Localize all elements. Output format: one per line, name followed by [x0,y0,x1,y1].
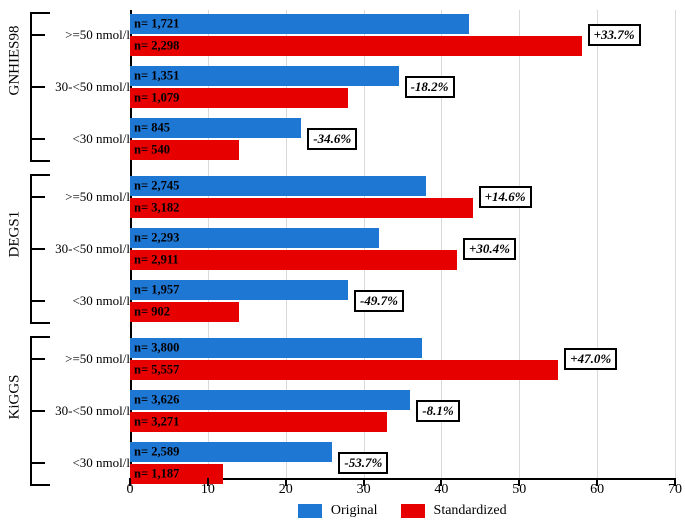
group-label: DEGS1 [7,238,24,258]
bar-original: n= 2,745 [130,176,426,196]
bar-n-label: n= 1,079 [134,91,179,106]
bar-original: n= 2,293 [130,228,379,248]
category-label: 30-<50 nmol/l [45,403,130,419]
legend-label-standardized: Standardized [434,503,507,518]
chart: n= 1,721 n= 2,298 +33.7% n= 1,351 n= 1,079 -1… [10,10,675,515]
group-bracket [30,336,50,486]
pct-change-box: +14.6% [479,186,532,208]
category-label: <30 nmol/l [45,131,130,147]
pct-change-box: -8.1% [416,400,459,422]
bar-n-label: n= 2,911 [134,253,179,268]
pct-change-box: +33.7% [588,24,641,46]
bar-original: n= 3,800 [130,338,422,358]
bar-original: n= 3,626 [130,390,410,410]
bar-original: n= 1,957 [130,280,348,300]
group-bracket [30,174,50,324]
legend: Original Standardized [130,503,675,519]
bar-n-label: n= 1,721 [134,17,179,32]
bar-n-label: n= 2,589 [134,445,179,460]
bar-n-label: n= 2,745 [134,179,179,194]
pct-change-box: +47.0% [564,348,617,370]
gridline [675,10,676,478]
bar-standardized: n= 3,271 [130,412,387,432]
xtick-label: 10 [201,482,215,498]
bar-n-label: n= 3,271 [134,415,179,430]
category-label: <30 nmol/l [45,455,130,471]
bar-n-label: n= 3,800 [134,341,179,356]
bar-n-label: n= 5,557 [134,363,179,378]
gridline [597,10,598,478]
pct-change-box: -18.2% [405,76,455,98]
bar-n-label: n= 845 [134,121,170,136]
pct-change-box: -49.7% [354,290,404,312]
legend-standardized: Standardized [401,503,507,519]
bar-n-label: n= 3,182 [134,201,179,216]
category-label: 30-<50 nmol/l [45,79,130,95]
bar-original: n= 2,589 [130,442,332,462]
bar-n-label: n= 2,293 [134,231,179,246]
xtick-label: 0 [127,482,134,498]
bar-standardized: n= 902 [130,302,239,322]
category-label: >=50 nmol/l [45,351,130,367]
plot-area: n= 1,721 n= 2,298 +33.7% n= 1,351 n= 1,079 -1… [130,10,675,480]
xtick-label: 30 [357,482,371,498]
bar-original: n= 1,721 [130,14,469,34]
bar-n-label: n= 1,351 [134,69,179,84]
bar-standardized: n= 5,557 [130,360,558,380]
xtick-label: 60 [590,482,604,498]
bar-n-label: n= 1,187 [134,467,179,482]
group-label: KiGGS [7,400,24,420]
bar-n-label: n= 902 [134,305,170,320]
bar-standardized: n= 540 [130,140,239,160]
bar-standardized: n= 2,298 [130,36,582,56]
xtick-label: 50 [512,482,526,498]
gridline [519,10,520,478]
group-bracket [30,12,50,162]
legend-label-original: Original [331,503,378,518]
bar-original: n= 1,351 [130,66,399,86]
category-label: >=50 nmol/l [45,189,130,205]
pct-change-box: -34.6% [307,128,357,150]
bar-standardized: n= 3,182 [130,198,473,218]
legend-swatch-standardized [401,504,425,518]
bar-n-label: n= 1,957 [134,283,179,298]
bar-standardized: n= 2,911 [130,250,457,270]
category-label: >=50 nmol/l [45,27,130,43]
bar-n-label: n= 540 [134,143,170,158]
xtick-label: 70 [668,482,682,498]
category-label: 30-<50 nmol/l [45,241,130,257]
category-label: <30 nmol/l [45,293,130,309]
bar-standardized: n= 1,079 [130,88,348,108]
pct-change-box: +30.4% [463,238,516,260]
bar-standardized: n= 1,187 [130,464,223,484]
xtick-label: 40 [434,482,448,498]
bar-original: n= 845 [130,118,301,138]
pct-change-box: -53.7% [338,452,388,474]
bar-n-label: n= 3,626 [134,393,179,408]
group-label: GNHIES98 [7,76,24,96]
legend-swatch-original [298,504,322,518]
legend-original: Original [298,503,377,519]
bar-n-label: n= 2,298 [134,39,179,54]
xtick-label: 20 [279,482,293,498]
